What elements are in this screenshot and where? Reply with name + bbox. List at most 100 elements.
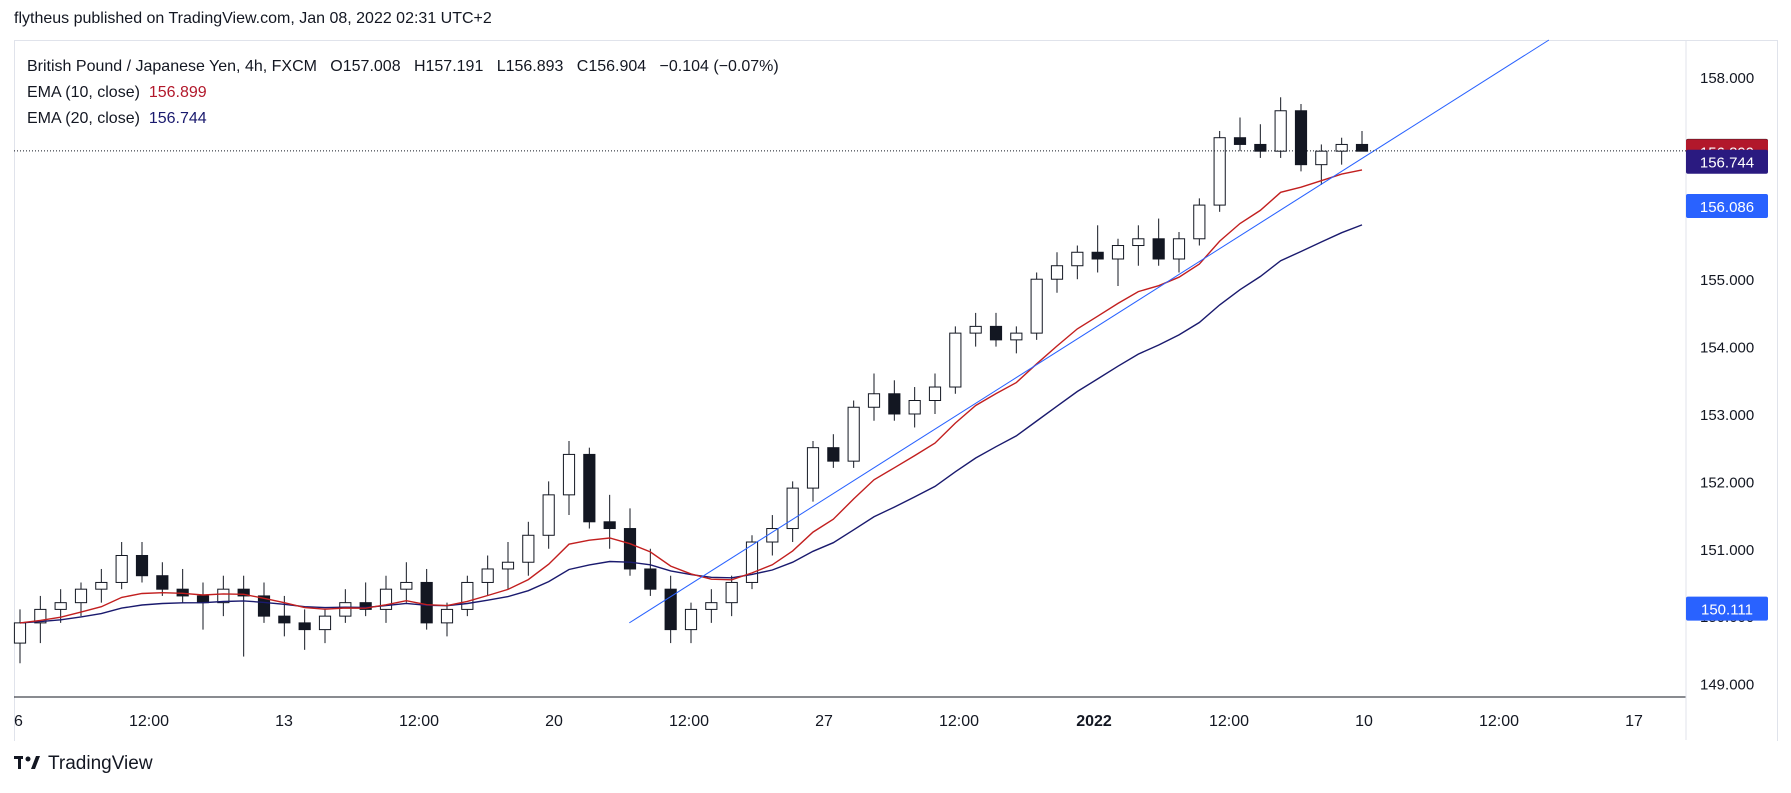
candle-body <box>1091 251 1104 260</box>
candle-body <box>135 554 149 577</box>
candle-body <box>359 602 372 610</box>
candle-body <box>278 615 291 624</box>
candle-body <box>989 325 1003 341</box>
price-tag <box>1686 596 1768 621</box>
candle-body <box>1213 137 1226 206</box>
candle-body <box>806 447 820 489</box>
x-tick-label: 12:00 <box>1209 713 1249 730</box>
candle-body <box>1294 110 1308 166</box>
candle-body <box>908 400 921 415</box>
x-tick-label: 13 <box>275 713 293 730</box>
candle-body <box>400 581 413 590</box>
y-tick-label: 149.000 <box>1700 677 1754 694</box>
candle-body <box>1030 278 1043 334</box>
low-value: 156.893 <box>505 58 564 75</box>
candle-body <box>705 602 718 610</box>
x-tick-label: 10 <box>1355 713 1373 730</box>
price-tag-label: 156.086 <box>1700 199 1754 216</box>
candle-body <box>257 595 271 617</box>
candle-body <box>623 528 637 570</box>
candle-body <box>298 622 311 631</box>
candle-body <box>1010 332 1023 341</box>
x-tick-label: 12:00 <box>939 713 979 730</box>
candle-body <box>888 393 901 415</box>
chart-legend: British Pound / Japanese Yen, 4h, FXCM O… <box>27 54 779 132</box>
legend-ema20-row[interactable]: EMA (20, close) 156.744 <box>27 106 779 132</box>
candle-body <box>969 325 982 334</box>
candle-body <box>684 608 698 631</box>
candle-body <box>379 588 393 610</box>
y-tick-label: 151.000 <box>1700 542 1754 559</box>
candle-body <box>318 615 332 631</box>
candle-body <box>440 608 454 624</box>
candle-body <box>867 393 881 408</box>
candle-body <box>1274 110 1287 152</box>
chart-frame <box>14 40 1778 741</box>
y-tick-label: 154.000 <box>1700 340 1754 357</box>
open-label: O <box>330 58 343 75</box>
candle-body <box>1315 150 1328 166</box>
candle-body <box>1071 251 1084 267</box>
candle-body <box>1132 238 1145 247</box>
candle-body <box>725 581 738 604</box>
ema20-value: 156.744 <box>148 110 207 127</box>
ema20-label: EMA (20, close) <box>27 110 140 127</box>
x-tick-label: 20 <box>545 713 563 730</box>
candle-body <box>13 622 27 644</box>
candle-body <box>928 386 942 402</box>
candle-body <box>1355 143 1369 152</box>
x-tick-label: 12:00 <box>669 713 709 730</box>
candle-body <box>786 487 799 530</box>
footer: TradingView <box>14 753 153 775</box>
candle-body <box>827 447 840 462</box>
ema10-value: 156.899 <box>148 84 207 101</box>
x-tick-label: 17 <box>1625 713 1643 730</box>
candle-body <box>74 588 88 604</box>
candle-body <box>644 568 657 590</box>
x-tick-label: 2022 <box>1076 713 1112 730</box>
candle-body <box>1233 137 1247 145</box>
symbol-label[interactable]: British Pound / Japanese Yen, 4h, FXCM <box>27 58 317 75</box>
candle-body <box>1111 245 1125 260</box>
candle-body <box>461 581 474 610</box>
x-tick-label: 12:00 <box>129 713 169 730</box>
candle-body <box>156 575 169 590</box>
tradingview-logo-icon[interactable] <box>14 754 42 775</box>
trendline[interactable] <box>629 39 1550 624</box>
ema10-line <box>19 169 1363 624</box>
candle-body <box>501 561 515 570</box>
candle-body <box>583 453 596 523</box>
price-tag <box>1686 149 1768 174</box>
candle-body <box>1172 238 1186 260</box>
candle-body <box>664 588 677 631</box>
candle-body <box>420 581 433 624</box>
high-label: H <box>413 58 426 75</box>
candle-body <box>115 554 128 583</box>
legend-ema10-row[interactable]: EMA (10, close) 156.899 <box>27 80 779 106</box>
y-tick-label: 155.000 <box>1700 272 1754 289</box>
candle-body <box>1152 238 1165 260</box>
candle-body <box>54 602 67 610</box>
x-tick-label: 6 <box>14 713 23 730</box>
price-tag <box>1686 194 1768 219</box>
candle-body <box>1335 143 1348 152</box>
open-value: 157.008 <box>342 58 401 75</box>
candle-body <box>1193 204 1206 240</box>
candle-body <box>1050 265 1064 280</box>
candle-body <box>562 453 576 496</box>
candle-body <box>339 602 352 617</box>
candle-body <box>542 494 555 536</box>
y-tick-label: 158.000 <box>1700 70 1754 87</box>
ema10-label: EMA (10, close) <box>27 84 140 101</box>
publish-line: flytheus published on TradingView.com, J… <box>14 10 492 27</box>
legend-symbol-row: British Pound / Japanese Yen, 4h, FXCM O… <box>27 54 779 80</box>
candle-body <box>603 521 616 530</box>
price-tag-label: 150.111 <box>1701 602 1753 619</box>
footer-logo-text[interactable]: TradingView <box>48 753 153 774</box>
candle-body <box>1254 143 1267 152</box>
candle-body <box>847 406 860 462</box>
x-tick-label: 27 <box>815 713 833 730</box>
candle-body <box>481 568 494 583</box>
candle-body <box>522 534 535 563</box>
